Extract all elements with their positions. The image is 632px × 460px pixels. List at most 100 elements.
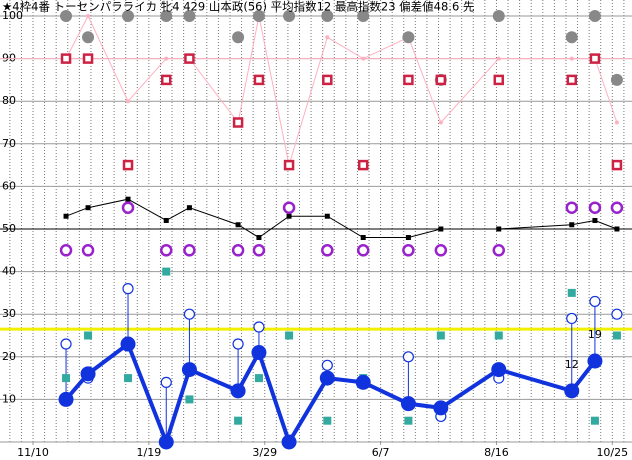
square-marker xyxy=(438,226,444,232)
square-marker xyxy=(124,374,133,383)
dot-marker xyxy=(614,120,619,125)
point-marker xyxy=(251,345,267,361)
y-tick-label: 100 xyxy=(2,9,23,22)
open-square-marker xyxy=(493,74,505,86)
open-square-marker xyxy=(60,53,72,64)
y-tick-label: 40 xyxy=(2,265,16,278)
open-circle-marker xyxy=(492,244,506,257)
y-tick-label: 20 xyxy=(2,350,16,363)
open-circle-marker xyxy=(81,244,95,257)
open-square-marker xyxy=(435,74,447,86)
open-circle-marker xyxy=(282,201,296,214)
x-tick-label: 8/16 xyxy=(484,446,509,459)
open-circle-marker xyxy=(121,201,135,214)
circle-marker xyxy=(283,10,296,22)
y-tick-label: 60 xyxy=(2,179,16,192)
circle-marker xyxy=(183,10,196,22)
point-marker xyxy=(564,383,580,399)
circle-marker xyxy=(565,31,578,44)
square-marker xyxy=(63,213,69,219)
open-circle-marker xyxy=(402,351,414,363)
y-tick-label: 30 xyxy=(2,307,16,320)
point-marker xyxy=(587,353,603,369)
open-square-marker xyxy=(82,53,94,64)
dot-marker xyxy=(569,56,574,61)
x-tick-label: 3/29 xyxy=(252,446,277,459)
square-marker xyxy=(590,416,599,425)
point-marker xyxy=(400,396,416,412)
circle-marker xyxy=(610,73,623,86)
square-marker xyxy=(360,235,366,241)
circle-marker xyxy=(402,31,415,44)
square-marker xyxy=(286,213,292,219)
square-marker xyxy=(185,395,194,404)
square-marker xyxy=(592,217,598,223)
open-circle-marker xyxy=(434,244,448,257)
open-square-marker xyxy=(184,53,195,64)
square-marker xyxy=(612,331,621,340)
open-circle-marker xyxy=(565,201,579,214)
open-circle-marker xyxy=(566,312,578,325)
square-marker xyxy=(436,331,445,340)
square-marker xyxy=(85,205,91,211)
x-tick-label: 10/25 xyxy=(596,446,628,459)
circle-marker xyxy=(492,10,505,22)
annotation: 12 xyxy=(565,358,579,371)
square-marker xyxy=(163,217,169,223)
point-marker xyxy=(80,366,96,382)
point-marker xyxy=(181,362,197,378)
x-tick-label: 6/7 xyxy=(372,446,390,459)
open-circle-marker xyxy=(402,244,415,257)
open-circle-marker xyxy=(252,244,266,257)
open-circle-marker xyxy=(253,321,265,333)
open-circle-marker xyxy=(321,244,334,257)
point-marker xyxy=(319,370,335,386)
dot-marker xyxy=(86,14,91,18)
open-circle-marker xyxy=(59,244,73,257)
circle-marker xyxy=(160,10,173,22)
dot-marker xyxy=(164,56,169,61)
circle-marker xyxy=(232,31,245,44)
open-circle-marker xyxy=(183,244,196,257)
dot-marker xyxy=(126,99,131,104)
open-square-marker xyxy=(232,117,244,128)
square-marker xyxy=(234,416,243,425)
open-circle-marker xyxy=(610,201,624,214)
open-circle-marker xyxy=(232,338,244,350)
open-square-marker xyxy=(161,74,172,86)
open-square-marker xyxy=(283,159,295,171)
square-marker xyxy=(494,331,503,340)
open-square-marker xyxy=(403,74,414,86)
x-tick-label: 1/19 xyxy=(137,446,162,459)
series-line xyxy=(65,198,618,239)
open-circle-marker xyxy=(60,338,72,350)
square-marker xyxy=(254,374,263,383)
square-marker xyxy=(567,288,576,297)
open-circle-marker xyxy=(588,201,602,214)
dot-marker xyxy=(496,56,501,61)
open-square-marker xyxy=(357,159,369,171)
circle-marker xyxy=(252,10,265,22)
point-marker xyxy=(58,391,74,407)
series-line xyxy=(65,14,618,166)
point-marker xyxy=(491,362,507,378)
point-marker xyxy=(230,383,246,399)
point-marker xyxy=(158,434,174,450)
dot-marker xyxy=(361,56,366,61)
square-marker xyxy=(235,222,241,228)
point-marker xyxy=(120,336,136,352)
y-tick-label: 80 xyxy=(2,94,16,107)
circle-marker xyxy=(588,10,601,22)
square-marker xyxy=(614,226,620,232)
circle-marker xyxy=(82,31,95,44)
annotation: 19 xyxy=(588,328,602,341)
open-square-marker xyxy=(611,159,623,171)
square-marker xyxy=(186,205,192,211)
open-circle-marker xyxy=(160,244,173,257)
x-tick-label: 11/10 xyxy=(17,446,49,459)
point-marker xyxy=(355,374,371,390)
point-marker xyxy=(281,434,297,450)
square-marker xyxy=(125,196,131,202)
circle-marker xyxy=(357,10,370,22)
